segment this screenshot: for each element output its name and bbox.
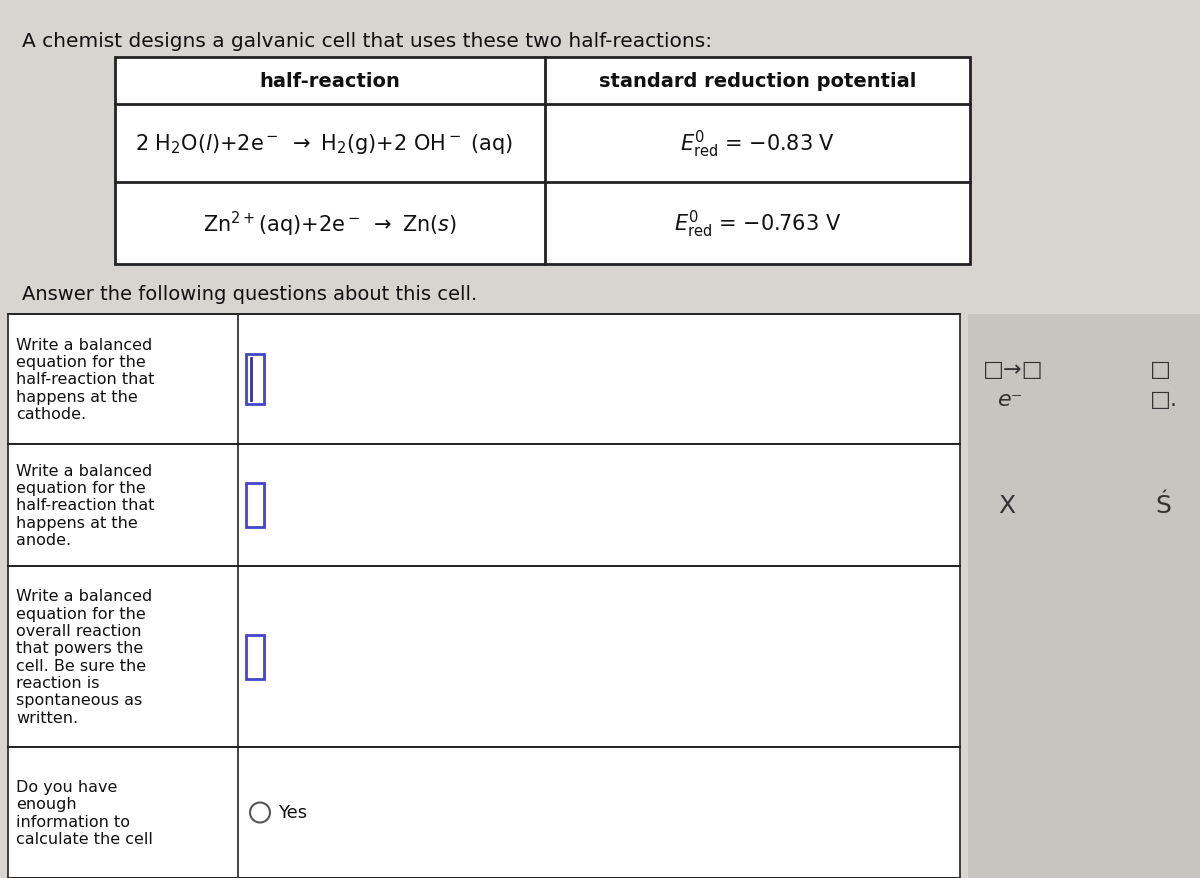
Text: Write a balanced
equation for the
half-reaction that
happens at the
cathode.: Write a balanced equation for the half-r…: [16, 337, 155, 421]
Bar: [8, 444, 960, 566]
Bar: [115, 58, 970, 264]
Text: Write a balanced
equation for the
overall reaction
that powers the
cell. Be sure: Write a balanced equation for the overal…: [16, 588, 152, 725]
Text: Write a balanced
equation for the
half-reaction that
happens at the
anode.: Write a balanced equation for the half-r…: [16, 464, 155, 548]
Bar: [968, 314, 1200, 878]
Text: □: □: [1150, 360, 1171, 379]
Text: half-reaction: half-reaction: [259, 72, 401, 91]
Text: □→□: □→□: [983, 360, 1044, 379]
Bar: [246, 484, 264, 528]
Bar: [8, 747, 960, 878]
Circle shape: [250, 802, 270, 823]
Bar: [246, 635, 264, 679]
Text: A chemist designs a galvanic cell that uses these two half-reactions:: A chemist designs a galvanic cell that u…: [22, 32, 712, 51]
Text: standard reduction potential: standard reduction potential: [599, 72, 916, 91]
Text: Yes: Yes: [278, 803, 307, 822]
Text: Do you have
enough
information to
calculate the cell: Do you have enough information to calcul…: [16, 779, 152, 846]
Text: Ś: Ś: [1154, 493, 1171, 517]
Text: $E^0_{\mathrm{red}}$ = $-$0.763 V: $E^0_{\mathrm{red}}$ = $-$0.763 V: [674, 208, 841, 240]
Text: Zn$^{2+}$(aq)+2e$^-$ $\rightarrow$ Zn($s$): Zn$^{2+}$(aq)+2e$^-$ $\rightarrow$ Zn($s…: [203, 209, 457, 238]
Text: Answer the following questions about this cell.: Answer the following questions about thi…: [22, 284, 478, 304]
Bar: [8, 566, 960, 747]
Text: $E^0_{\mathrm{red}}$ = $-$0.83 V: $E^0_{\mathrm{red}}$ = $-$0.83 V: [680, 128, 835, 160]
Text: X: X: [998, 493, 1015, 517]
Bar: [246, 355, 264, 405]
Bar: [8, 314, 960, 444]
Text: □.: □.: [1150, 390, 1178, 409]
Text: 2 H$_2$O($l$)+2e$^-$ $\rightarrow$ H$_2$(g)+2 OH$^-$ (aq): 2 H$_2$O($l$)+2e$^-$ $\rightarrow$ H$_2$…: [136, 132, 514, 155]
Text: e⁻: e⁻: [998, 390, 1024, 409]
